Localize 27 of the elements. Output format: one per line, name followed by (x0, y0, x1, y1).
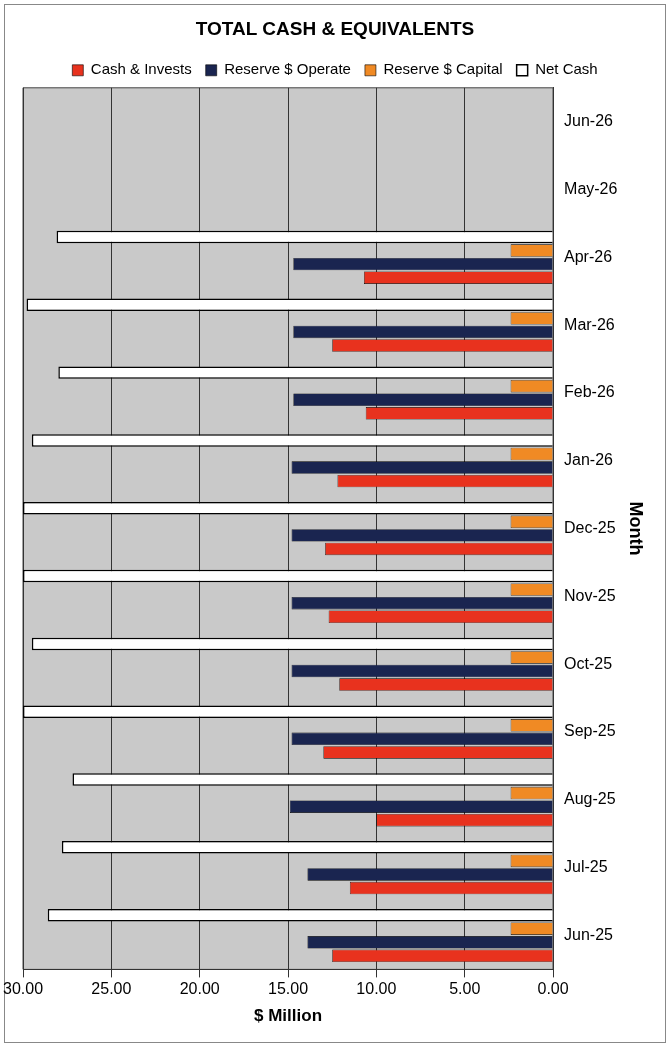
y-tick-label: Apr-26 (564, 247, 613, 265)
x-axis-title: $ Million (254, 1006, 323, 1026)
y-tick-label: Feb-26 (564, 383, 615, 401)
x-tick-label: 30.00 (3, 980, 44, 998)
y-tick-label: Nov-25 (564, 586, 616, 604)
x-tick-label: 25.00 (91, 980, 132, 998)
chart-title: TOTAL CASH & EQUIVALENTS (195, 17, 475, 39)
y-tick-label: Jul-25 (564, 858, 608, 876)
y-tick-label: Jan-26 (564, 451, 614, 469)
y-tick-label: Oct-25 (564, 654, 613, 672)
legend-label: Net Cash (535, 60, 598, 78)
y-tick-label: Aug-25 (564, 790, 616, 808)
x-tick-label: 15.00 (268, 980, 309, 998)
y-tick-label: May-26 (564, 179, 618, 197)
y-tick-label: Mar-26 (564, 315, 615, 333)
y-tick-label: Jun-25 (564, 925, 614, 943)
x-tick-label: 20.00 (179, 980, 220, 998)
y-tick-label: Sep-25 (564, 722, 616, 740)
y-tick-label: Dec-25 (564, 519, 616, 537)
x-tick-label: 0.00 (537, 980, 569, 998)
legend-label: Reserve $ Capital (383, 60, 503, 78)
legend-label: Reserve $ Operate (224, 60, 351, 78)
y-axis-title: Month (626, 501, 647, 556)
legend-label: Cash & Invests (90, 60, 192, 78)
x-tick-label: 5.00 (449, 980, 481, 998)
x-tick-label: 10.00 (356, 980, 397, 998)
y-tick-label: Jun-26 (564, 112, 614, 130)
